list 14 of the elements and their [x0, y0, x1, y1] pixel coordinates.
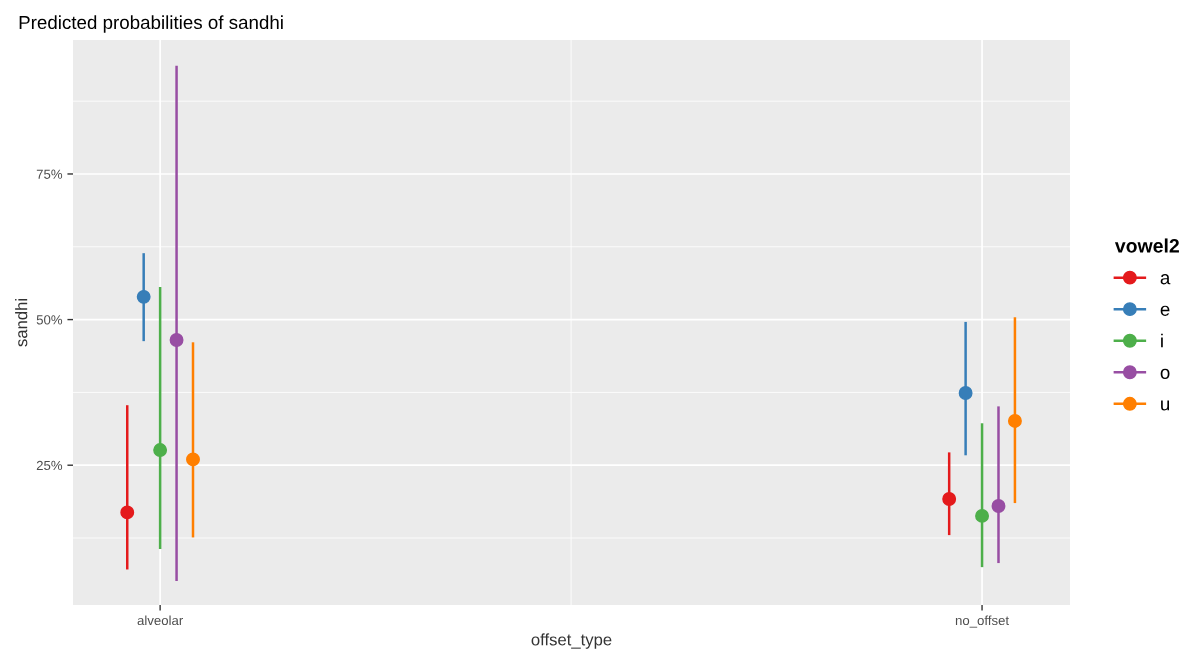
chart-title: Predicted probabilities of sandhi	[19, 15, 283, 33]
y-tick-label: 75%	[36, 169, 63, 179]
legend-title: vowel2	[1114, 238, 1179, 253]
x-tick-label: alveolar	[137, 615, 184, 626]
legend-label: a	[1160, 274, 1171, 285]
legend-label: e	[1160, 305, 1170, 316]
x-tick-label: no_offset	[955, 615, 1009, 628]
x-axis-title: offset_type	[531, 633, 612, 649]
legend-label: i	[1161, 333, 1163, 348]
y-tick-label: 50%	[36, 315, 63, 325]
y-axis-title: sandhi	[15, 299, 28, 347]
legend-label: u	[1161, 400, 1170, 411]
y-tick-label: 25%	[36, 460, 63, 471]
legend-label: o	[1160, 368, 1170, 380]
